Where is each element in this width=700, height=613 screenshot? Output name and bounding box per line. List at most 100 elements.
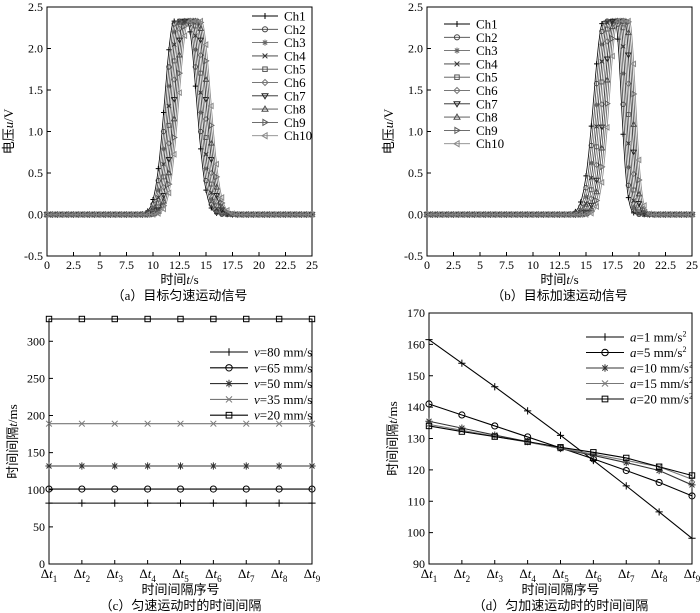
series-2 bbox=[45, 462, 316, 470]
legend-label: Ch2 bbox=[284, 22, 306, 37]
series-Ch9 bbox=[424, 17, 696, 218]
data-point bbox=[243, 315, 250, 323]
data-point bbox=[166, 180, 173, 188]
legend-marker bbox=[225, 396, 233, 403]
data-point bbox=[688, 476, 696, 483]
series-Ch2 bbox=[44, 18, 315, 218]
data-point bbox=[78, 315, 86, 323]
legend-marker bbox=[454, 47, 460, 54]
data-point bbox=[583, 194, 589, 200]
series-4 bbox=[425, 422, 696, 479]
data-point bbox=[688, 481, 696, 489]
data-point bbox=[622, 482, 630, 490]
data-point bbox=[275, 315, 283, 323]
data-point bbox=[590, 449, 597, 456]
legend-marker bbox=[261, 78, 269, 87]
x-tick-label: Δt8 bbox=[651, 566, 668, 584]
x-tick-label: Δt6 bbox=[585, 566, 602, 584]
x-tick-label: 20 bbox=[253, 258, 265, 272]
x-tick-label: 12.5 bbox=[549, 258, 570, 272]
data-point bbox=[655, 466, 663, 475]
legend-marker bbox=[262, 39, 268, 46]
data-point bbox=[587, 205, 595, 212]
data-point bbox=[588, 142, 595, 149]
y-tick-label: 2.0 bbox=[28, 42, 43, 56]
y-tick-label: 0.5 bbox=[408, 166, 423, 180]
series-Ch2 bbox=[424, 18, 695, 218]
x-tick-label: 5 bbox=[477, 258, 483, 272]
legend-marker bbox=[261, 93, 269, 100]
data-point bbox=[160, 205, 166, 213]
data-point bbox=[308, 485, 316, 493]
data-point bbox=[111, 420, 118, 427]
legend-marker bbox=[453, 113, 461, 120]
data-point bbox=[181, 32, 188, 40]
series-line bbox=[427, 20, 692, 215]
data-point bbox=[171, 134, 178, 142]
legend-marker bbox=[454, 61, 460, 67]
data-point bbox=[165, 189, 172, 197]
y-tick-label: 300 bbox=[27, 334, 45, 348]
y-tick-label: -0.5 bbox=[24, 249, 43, 263]
x-tick-label: 0 bbox=[424, 258, 430, 272]
x-axis-label: 时间间隔序号 bbox=[141, 582, 219, 597]
x-tick-label: Δt2 bbox=[74, 566, 91, 584]
series-Ch7 bbox=[423, 18, 696, 219]
chart-caption: （d）匀加速运动时的时间间隔 bbox=[473, 598, 649, 613]
data-point bbox=[78, 499, 86, 507]
data-point bbox=[275, 485, 283, 493]
legend-label: Ch5 bbox=[476, 70, 498, 85]
x-tick-label: 22.5 bbox=[275, 258, 296, 272]
legend-label: a=1 mm/s2 bbox=[630, 330, 686, 345]
legend-label: Ch2 bbox=[476, 30, 498, 45]
legend-label: Ch7 bbox=[284, 88, 306, 103]
data-point bbox=[209, 462, 217, 470]
data-point bbox=[243, 420, 250, 427]
legend-marker bbox=[453, 86, 461, 95]
data-point bbox=[308, 499, 316, 507]
data-point bbox=[160, 128, 167, 135]
series-line bbox=[427, 20, 692, 215]
legend-label: Ch6 bbox=[284, 75, 306, 90]
data-point bbox=[208, 201, 215, 208]
data-point bbox=[223, 206, 230, 214]
data-point bbox=[149, 210, 156, 218]
series-Ch8 bbox=[43, 17, 316, 217]
legend-marker bbox=[454, 126, 461, 135]
data-point bbox=[192, 64, 199, 70]
data-point bbox=[587, 209, 594, 217]
data-point bbox=[209, 499, 217, 507]
series-Ch1 bbox=[424, 18, 695, 218]
y-tick-label: 170 bbox=[407, 306, 425, 320]
data-point bbox=[150, 205, 156, 211]
data-point bbox=[144, 462, 152, 470]
data-point bbox=[166, 83, 172, 89]
data-point bbox=[160, 197, 168, 204]
data-point bbox=[491, 422, 499, 430]
data-point bbox=[144, 485, 152, 493]
data-point bbox=[655, 463, 663, 470]
data-point bbox=[425, 422, 433, 430]
series-line bbox=[427, 20, 692, 215]
x-tick-label: 17.5 bbox=[222, 258, 243, 272]
legend-marker bbox=[225, 364, 233, 372]
data-point bbox=[144, 211, 151, 218]
legend-marker bbox=[262, 66, 268, 72]
series-line bbox=[427, 20, 692, 215]
x-tick-label: Δt5 bbox=[552, 566, 569, 584]
x-tick-label: 7.5 bbox=[119, 258, 134, 272]
x-tick-label: 5 bbox=[97, 258, 103, 272]
x-tick-label: Δt3 bbox=[107, 566, 124, 584]
legend-marker bbox=[453, 34, 461, 41]
legend-label: Ch8 bbox=[284, 102, 306, 117]
data-point bbox=[203, 166, 209, 172]
data-point bbox=[587, 202, 595, 209]
x-tick-label: Δt5 bbox=[172, 566, 189, 584]
legend-label: Ch3 bbox=[476, 43, 498, 58]
data-point bbox=[208, 121, 215, 129]
series-Ch4 bbox=[44, 18, 315, 217]
y-tick-label: 140 bbox=[407, 400, 425, 414]
data-point bbox=[308, 420, 316, 427]
y-tick-label: 110 bbox=[407, 494, 425, 508]
